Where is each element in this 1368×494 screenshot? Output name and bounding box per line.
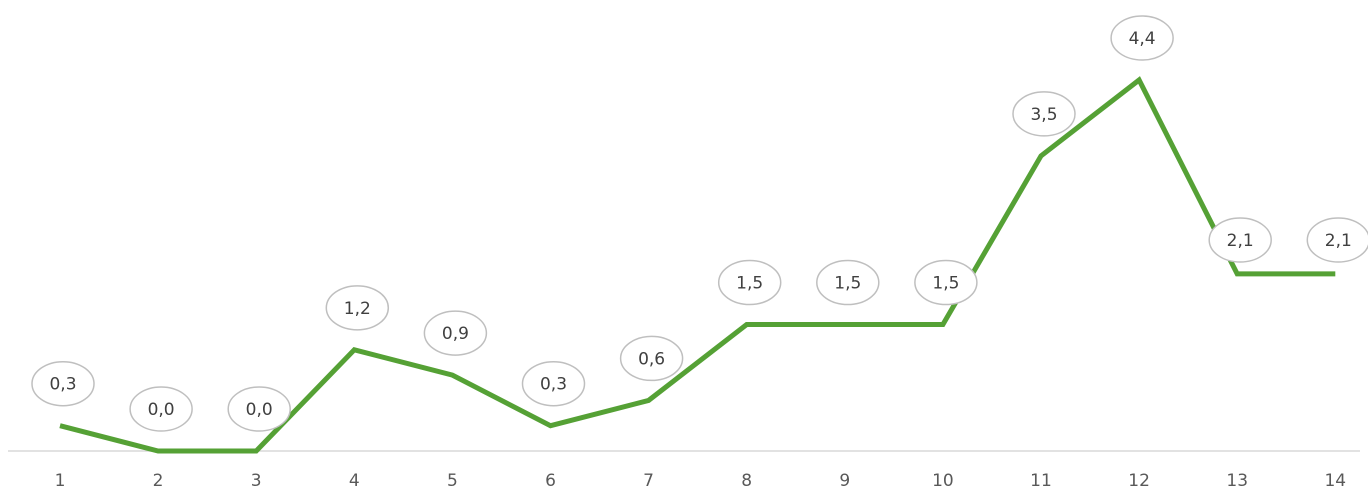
- x-tick-label-2: 2: [153, 471, 164, 490]
- data-label-text: 1,5: [834, 274, 861, 294]
- x-tick-label-11: 11: [1030, 471, 1052, 490]
- data-label-bubble: [816, 259, 880, 306]
- data-label-bubble: [1306, 217, 1368, 263]
- data-label-5: 0,9: [423, 310, 488, 356]
- data-label-13: 2,1: [1208, 217, 1272, 263]
- x-tick-label-14: 14: [1324, 471, 1346, 490]
- x-tick-label-9: 9: [839, 471, 850, 490]
- data-label-text: 1,5: [932, 274, 959, 294]
- data-label-text: 1,5: [736, 274, 763, 294]
- data-label-text: 0,0: [148, 400, 175, 420]
- x-tick-label-8: 8: [741, 471, 752, 490]
- data-label-bubble: [914, 259, 978, 306]
- data-label-11: 3,5: [1012, 91, 1076, 137]
- data-label-3: 0,0: [227, 386, 291, 432]
- data-label-7: 0,6: [619, 335, 684, 382]
- x-tick-label-12: 12: [1128, 471, 1150, 490]
- series-line: [59, 76, 1336, 454]
- data-label-8: 1,5: [717, 259, 782, 306]
- x-axis-tick-labels: 1 2 3 4 5 6 7 8 9 10 11 12 13 14: [55, 471, 1347, 491]
- data-label-bubble: [619, 335, 684, 382]
- data-labels: 0,3 0,0 0,0 1,2 0,9 0,3 0,6 1,5 1,5 1,5 3,5 4,4 2,1 2…: [31, 15, 1368, 432]
- data-label-text: 1,2: [344, 299, 371, 319]
- data-label-2: 0,0: [129, 386, 193, 432]
- x-tick-label-7: 7: [643, 471, 654, 490]
- data-label-bubble: [1208, 217, 1272, 263]
- data-label-bubble: [31, 360, 95, 407]
- data-label-1: 0,3: [31, 360, 95, 407]
- data-label-text: 2,1: [1227, 231, 1254, 251]
- data-label-bubble: [717, 259, 782, 306]
- x-tick-label-5: 5: [447, 471, 458, 490]
- x-tick-label-4: 4: [349, 471, 360, 490]
- data-label-bubble: [521, 360, 586, 407]
- data-label-text: 0,9: [442, 324, 469, 344]
- data-label-text: 0,0: [246, 400, 273, 420]
- x-tick-label-6: 6: [545, 471, 556, 490]
- data-label-bubble: [227, 386, 291, 432]
- data-label-6: 0,3: [521, 360, 586, 407]
- data-label-text: 0,3: [49, 375, 76, 395]
- data-label-14: 2,1: [1306, 217, 1368, 263]
- data-label-text: 2,1: [1325, 231, 1352, 251]
- x-tick-label-10: 10: [932, 471, 954, 490]
- data-label-12: 4,4: [1110, 15, 1174, 61]
- data-label-bubble: [325, 285, 390, 331]
- data-label-10: 1,5: [914, 259, 978, 306]
- data-label-bubble: [1110, 15, 1174, 61]
- data-label-bubble: [129, 386, 193, 432]
- data-label-9: 1,5: [816, 259, 880, 306]
- x-tick-label-1: 1: [55, 471, 66, 490]
- x-tick-label-13: 13: [1226, 471, 1248, 490]
- data-label-text: 0,3: [540, 375, 567, 395]
- data-label-text: 0,6: [638, 349, 665, 369]
- data-label-bubble: [423, 310, 488, 356]
- data-label-text: 4,4: [1129, 29, 1156, 49]
- x-tick-label-3: 3: [251, 471, 262, 490]
- data-label-text: 3,5: [1030, 105, 1057, 125]
- data-label-bubble: [1012, 91, 1076, 137]
- data-label-4: 1,2: [325, 285, 390, 331]
